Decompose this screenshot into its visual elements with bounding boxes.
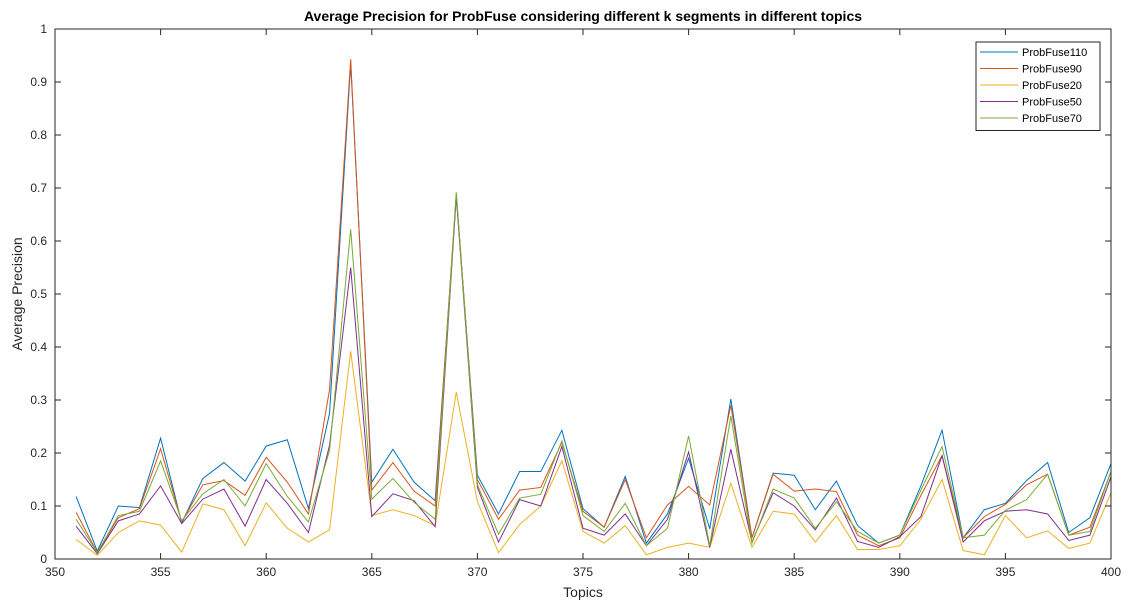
y-tick-label: 0.9 bbox=[30, 75, 47, 89]
x-tick-label: 370 bbox=[467, 565, 487, 579]
series-line-probfuse90 bbox=[75, 59, 1112, 554]
x-tick-label: 400 bbox=[1101, 565, 1121, 579]
x-tick-label: 360 bbox=[256, 565, 276, 579]
x-tick-label: 385 bbox=[784, 565, 804, 579]
y-tick-label: 0.5 bbox=[30, 287, 47, 301]
x-tick-label: 395 bbox=[995, 565, 1015, 579]
x-tick-label: 380 bbox=[679, 565, 699, 579]
y-tick-label: 0.4 bbox=[30, 340, 47, 354]
legend-label-probfuse70: ProbFuse70 bbox=[1022, 113, 1082, 125]
series-line-probfuse70 bbox=[75, 192, 1112, 554]
legend-label-probfuse50: ProbFuse50 bbox=[1022, 97, 1082, 109]
x-tick-label: 350 bbox=[45, 565, 65, 579]
x-tick-label: 365 bbox=[362, 565, 382, 579]
x-tick-label: 390 bbox=[890, 565, 910, 579]
series-group bbox=[75, 59, 1112, 556]
legend-label-probfuse20: ProbFuse20 bbox=[1022, 80, 1082, 92]
x-axis-label: Topics bbox=[563, 584, 603, 600]
y-tick-label: 0.8 bbox=[30, 128, 47, 142]
axes-group: 350 355 360 365 370 375 380 385 390 395 400 0 0.1 0.2… bbox=[30, 22, 1121, 579]
y-axis-label: Average Precision bbox=[9, 237, 25, 350]
series-line-probfuse50 bbox=[75, 195, 1112, 555]
series-line-probfuse20 bbox=[75, 351, 1112, 556]
x-tick-label: 375 bbox=[573, 565, 593, 579]
chart-title: Average Precision for ProbFuse consideri… bbox=[304, 8, 862, 24]
plot-area bbox=[55, 29, 1111, 559]
y-tick-label: 0.7 bbox=[30, 181, 47, 195]
legend-label-probfuse90: ProbFuse90 bbox=[1022, 64, 1082, 76]
y-tick-label: 0 bbox=[40, 552, 47, 566]
y-tick-label: 1 bbox=[40, 22, 47, 36]
legend-box bbox=[975, 41, 1101, 131]
y-tick-label: 0.1 bbox=[30, 499, 47, 513]
y-tick-label: 0.6 bbox=[30, 234, 47, 248]
y-tick-label: 0.2 bbox=[30, 446, 47, 460]
legend-label-probfuse110: ProbFuse110 bbox=[1022, 47, 1087, 59]
y-tick-label: 0.3 bbox=[30, 393, 47, 407]
x-tick-label: 355 bbox=[151, 565, 171, 579]
series-line-probfuse110 bbox=[75, 63, 1112, 553]
legend: ProbFuse110 ProbFuse90 ProbFuse20 ProbFuse5… bbox=[975, 41, 1101, 131]
